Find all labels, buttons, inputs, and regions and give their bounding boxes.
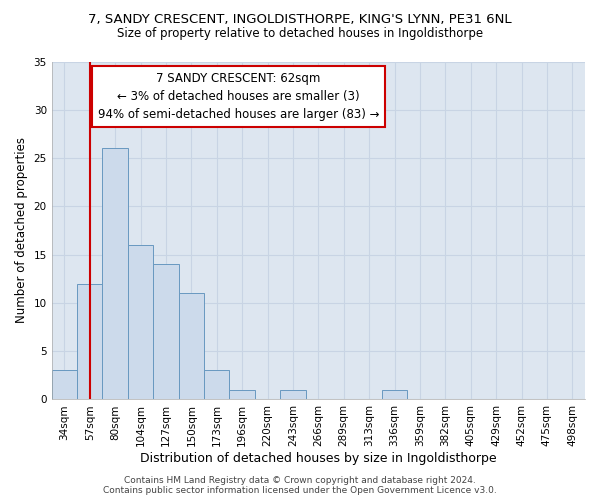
Bar (103, 148, 128, 400)
Text: 7 SANDY CRESCENT: 62sqm
← 3% of detached houses are smaller (3)
94% of semi-deta: 7 SANDY CRESCENT: 62sqm ← 3% of detached… (98, 72, 379, 120)
Bar (128, 245, 153, 400)
Bar (77, 284, 103, 400)
X-axis label: Distribution of detached houses by size in Ingoldisthorpe: Distribution of detached houses by size … (140, 452, 497, 465)
Bar (179, 293, 204, 400)
Text: 7, SANDY CRESCENT, INGOLDISTHORPE, KING'S LYNN, PE31 6NL: 7, SANDY CRESCENT, INGOLDISTHORPE, KING'… (88, 12, 512, 26)
Bar (52, 370, 77, 400)
Bar (382, 390, 407, 400)
Bar (153, 264, 179, 400)
Y-axis label: Number of detached properties: Number of detached properties (15, 138, 28, 324)
Bar (204, 370, 229, 400)
Text: Size of property relative to detached houses in Ingoldisthorpe: Size of property relative to detached ho… (117, 28, 483, 40)
Bar (280, 390, 305, 400)
Bar (229, 390, 255, 400)
Text: Contains HM Land Registry data © Crown copyright and database right 2024.
Contai: Contains HM Land Registry data © Crown c… (103, 476, 497, 495)
